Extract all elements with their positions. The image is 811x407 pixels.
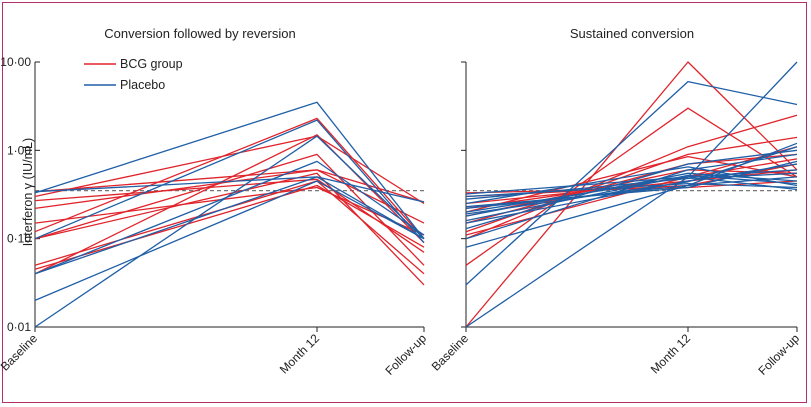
series-line-placebo	[465, 172, 798, 217]
x-tick-label: Follow-up	[382, 331, 429, 378]
series-line-bcg	[34, 153, 425, 266]
y-tick-label: 0·10	[7, 232, 31, 246]
y-axis-label: Interferon γ (IU/mL)	[21, 138, 35, 246]
series-line-placebo	[465, 176, 798, 195]
series-line-placebo	[34, 135, 425, 328]
series-line-placebo	[465, 174, 798, 222]
legend: BCG group Placebo	[84, 57, 183, 92]
x-tick-label: Baseline	[429, 331, 472, 374]
panel-1: 0·01 0·10 1·00 10·00 Baseline Month 12 Follow-…	[0, 55, 429, 378]
legend-placebo-label: Placebo	[120, 78, 165, 92]
series-line-bcg	[465, 114, 798, 240]
series-line-bcg	[465, 61, 798, 328]
series-line-placebo	[465, 182, 798, 198]
series-line-placebo	[465, 160, 798, 208]
series-line-placebo	[34, 119, 425, 244]
x-tick-label: Month 12	[277, 331, 323, 377]
x-tick-label: Month 12	[648, 331, 694, 377]
y-tick-label: 1·00	[7, 143, 31, 157]
panel-left-title: Conversion followed by reversion	[104, 26, 295, 41]
panel-2: Baseline Month 12 Follow-up	[429, 61, 802, 378]
series-line-bcg	[465, 107, 798, 266]
series-line-bcg	[34, 117, 425, 240]
y-tick-label: 0·01	[7, 320, 31, 334]
series-line-placebo	[465, 166, 798, 205]
series-line-bcg	[34, 172, 425, 286]
series-line-bcg	[34, 134, 425, 275]
series-line-placebo	[34, 160, 425, 275]
series-line-placebo	[34, 176, 425, 275]
x-tick-label: Baseline	[0, 331, 40, 374]
series-line-placebo	[34, 180, 425, 301]
series-line-placebo	[465, 153, 798, 240]
panel-right-title: Sustained conversion	[570, 26, 694, 41]
series-line-placebo	[465, 149, 798, 230]
series-line-placebo	[465, 146, 798, 215]
series-line-placebo	[465, 80, 798, 286]
y-tick-label: 10·00	[0, 55, 31, 69]
legend-bcg-label: BCG group	[120, 57, 183, 71]
x-tick-label: Follow-up	[755, 331, 802, 378]
figure-frame	[2, 2, 807, 403]
